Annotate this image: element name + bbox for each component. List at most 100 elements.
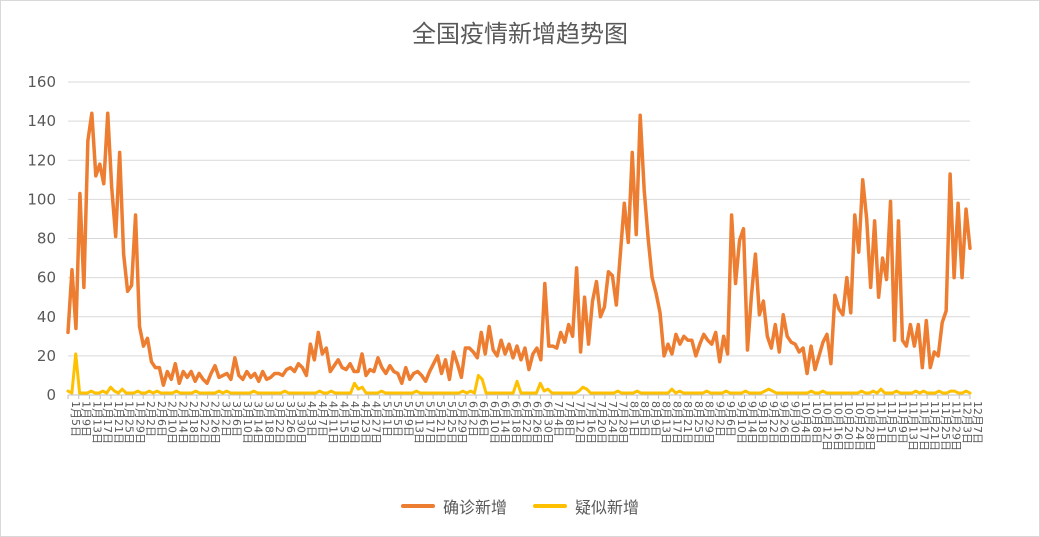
x-tick-label: 5月5日 [391, 401, 404, 437]
x-tick-label: 2月22日 [198, 401, 211, 444]
gridlines [68, 81, 970, 357]
x-tick-label: 9月30日 [788, 401, 801, 444]
legend-item-suspected: 疑似新增 [533, 494, 639, 518]
x-tick-label: 1月21日 [112, 401, 125, 444]
x-tick-label: 3月14日 [252, 401, 265, 444]
x-tick-label: 1月5日 [69, 401, 82, 437]
x-tick-label: 5月25日 [445, 401, 458, 444]
y-tick-label: 40 [37, 308, 56, 326]
x-tick-label: 3月2日 [219, 401, 232, 437]
x-tick-label: 3月18日 [262, 401, 275, 444]
x-tick-label: 8月29日 [703, 401, 716, 444]
x-tick-label: 9月2日 [713, 401, 726, 437]
legend-label-confirmed: 确诊新增 [442, 498, 507, 517]
series-lines [66, 111, 972, 395]
series-line-suspected [66, 352, 972, 395]
x-tick-label: 12月7日 [971, 401, 984, 444]
x-tick-label: 3月10日 [241, 401, 254, 444]
x-tick-label: 12月3日 [960, 401, 973, 444]
legend-swatch-confirmed [400, 504, 435, 508]
y-tick-label: 0 [46, 386, 56, 404]
x-tick-label: 4月15日 [337, 401, 350, 444]
x-tick-label: 4月3日 [305, 401, 318, 437]
y-axis-tick-labels: 0 20 40 60 80 100 120 140 160 [27, 73, 56, 404]
x-tick-label: 9月6日 [724, 401, 737, 437]
x-tick-label: 7月8日 [563, 401, 576, 437]
x-tick-label: 6月18日 [509, 401, 522, 444]
x-axis-tick-labels: 1月5日1月9日1月13日1月17日1月21日1月25日1月29日2月2日2月6… [69, 401, 984, 451]
x-tick-label: 1月13日 [90, 401, 103, 444]
x-tick-label: 9月10日 [735, 401, 748, 444]
x-tick-label: 10月12日 [821, 401, 834, 451]
x-tick-label: 11月17日 [917, 401, 930, 451]
x-tick-label: 10月8日 [810, 401, 823, 444]
x-tick-label: 6月26日 [531, 401, 544, 444]
x-tick-label: 7月20日 [595, 401, 608, 444]
x-tick-label: 6月22日 [520, 401, 533, 444]
x-tick-label: 6月10日 [488, 401, 501, 444]
x-axis [67, 394, 971, 399]
x-tick-label: 1月25日 [123, 401, 136, 444]
x-tick-label: 5月13日 [413, 401, 426, 444]
x-tick-label: 8月21日 [681, 401, 694, 444]
series-line-confirmed [66, 111, 972, 387]
y-tick-label: 60 [37, 269, 56, 287]
x-tick-label: 10月16日 [831, 401, 844, 451]
x-tick-label: 9月26日 [778, 401, 791, 444]
x-tick-label: 8月9日 [649, 401, 662, 437]
x-tick-label: 8月17日 [670, 401, 683, 444]
x-tick-label: 6月2日 [466, 401, 479, 437]
y-tick-label: 140 [27, 112, 56, 130]
x-tick-label: 6月30日 [541, 401, 554, 444]
y-tick-label: 80 [37, 230, 56, 248]
x-tick-label: 10月28日 [864, 401, 877, 451]
x-tick-label: 1月29日 [133, 401, 146, 444]
x-tick-label: 4月27日 [370, 401, 383, 444]
y-tick-label: 20 [37, 347, 56, 365]
x-tick-label: 2月14日 [176, 401, 189, 444]
x-tick-label: 8月25日 [692, 401, 705, 444]
x-tick-label: 5月21日 [434, 401, 447, 444]
x-tick-label: 2月2日 [144, 401, 157, 437]
x-tick-label: 4月23日 [359, 401, 372, 444]
x-tick-label: 3月26日 [284, 401, 297, 444]
x-tick-label: 1月17日 [101, 401, 114, 444]
legend-label-suspected: 疑似新增 [575, 498, 640, 517]
x-tick-label: 11月13日 [907, 401, 920, 451]
x-tick-label: 2月10日 [166, 401, 179, 444]
y-tick-label: 100 [27, 190, 56, 208]
y-tick-label: 160 [27, 73, 56, 91]
x-tick-label: 9月14日 [746, 401, 759, 444]
x-tick-label: 11月9日 [896, 401, 909, 444]
x-tick-label: 8月5日 [638, 401, 651, 437]
x-tick-label: 3月6日 [230, 401, 243, 437]
legend-item-confirmed: 确诊新增 [400, 494, 507, 518]
x-tick-label: 10月24日 [853, 401, 866, 451]
x-tick-label: 10月20日 [842, 401, 855, 451]
x-tick-label: 7月12日 [574, 401, 587, 444]
y-tick-label: 120 [27, 151, 56, 169]
x-tick-label: 7月28日 [617, 401, 630, 444]
x-tick-label: 4月7日 [316, 401, 329, 437]
x-tick-label: 9月18日 [756, 401, 769, 444]
x-tick-label: 11月25日 [939, 401, 952, 451]
x-tick-label: 5月17日 [423, 401, 436, 444]
x-tick-label: 8月13日 [660, 401, 673, 444]
x-tick-label: 11月1日 [874, 401, 887, 444]
chart-title: 全国疫情新增趋势图 [412, 20, 628, 48]
x-tick-label: 10月4日 [799, 401, 812, 444]
x-tick-label: 11月29日 [950, 401, 963, 451]
x-tick-label: 6月14日 [499, 401, 512, 444]
x-tick-label: 3月22日 [273, 401, 286, 444]
x-tick-label: 2月6日 [155, 401, 168, 437]
x-tick-label: 9月22日 [767, 401, 780, 444]
x-tick-label: 11月5日 [885, 401, 898, 444]
x-tick-label: 7月16日 [584, 401, 597, 444]
x-tick-label: 4月19日 [348, 401, 361, 444]
x-tick-label: 5月29日 [456, 401, 469, 444]
x-tick-label: 3月30日 [295, 401, 308, 444]
x-tick-label: 5月1日 [380, 401, 393, 437]
legend-swatch-suspected [533, 504, 567, 508]
